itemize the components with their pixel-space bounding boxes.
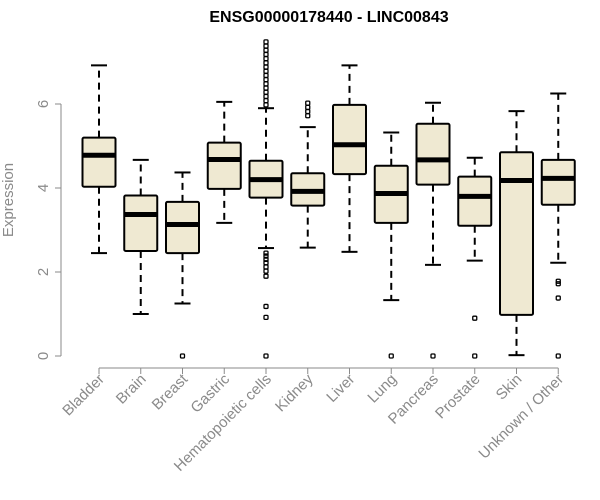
- x-tick-label: Bladder: [59, 371, 108, 420]
- outlier-point: [263, 85, 269, 91]
- x-tick-label: Prostate: [432, 371, 484, 423]
- outlier-point: [263, 81, 269, 87]
- outlier-point: [263, 264, 269, 270]
- box-bladder: [81, 64, 117, 255]
- box-liver: [332, 64, 367, 253]
- box-brain: [123, 158, 159, 315]
- x-tick-label: Liver: [323, 371, 358, 406]
- outlier-point: [263, 60, 269, 66]
- iqr-box: [81, 136, 117, 188]
- chart-title: ENSG00000178440 - LINC00843: [209, 9, 448, 26]
- box-gastric: [206, 100, 242, 224]
- iqr-box: [165, 200, 200, 255]
- outlier-point: [263, 102, 269, 108]
- outlier-point: [263, 93, 269, 100]
- iqr-box: [415, 122, 451, 186]
- iqr-box: [332, 103, 367, 176]
- outlier-point: [263, 353, 269, 359]
- x-tick-label: Lung: [364, 371, 400, 407]
- outlier-point: [263, 97, 269, 104]
- box-breast: [165, 171, 200, 359]
- y-tick-label: 0: [35, 352, 52, 360]
- box-pancreas: [415, 101, 451, 359]
- outlier-point: [555, 353, 561, 359]
- x-tick-label: Skin: [493, 371, 526, 404]
- outlier-point: [472, 353, 478, 359]
- outlier-point: [555, 295, 561, 301]
- x-tick-label: Breast: [149, 370, 192, 413]
- outlier-point: [263, 55, 269, 62]
- iqr-box: [499, 151, 534, 316]
- outlier-point: [430, 353, 436, 359]
- outlier-point: [263, 303, 269, 310]
- iqr-box: [123, 194, 159, 252]
- outlier-point: [555, 278, 561, 284]
- outlier-point: [305, 100, 311, 106]
- outlier-point: [305, 104, 311, 111]
- outlier-point: [305, 113, 311, 119]
- outlier-point: [263, 253, 269, 259]
- outlier-point: [263, 273, 269, 279]
- outlier-point: [263, 89, 269, 95]
- outlier-point: [305, 108, 311, 115]
- iqr-box: [540, 158, 576, 206]
- outlier-point: [263, 68, 269, 74]
- outlier-point: [263, 51, 269, 58]
- outlier-point: [263, 64, 269, 70]
- outlier-point: [263, 268, 269, 274]
- y-axis: 0 2 4 6: [35, 100, 62, 360]
- outlier-point: [388, 353, 394, 359]
- outlier-point: [263, 43, 269, 49]
- outlier-point: [263, 47, 269, 53]
- outlier-point: [263, 76, 269, 83]
- outlier-point: [179, 353, 186, 359]
- outlier-point: [263, 314, 269, 321]
- outlier-point: [263, 39, 269, 45]
- iqr-box: [457, 175, 493, 227]
- box-unknown-other: [540, 92, 576, 359]
- iqr-box: [206, 141, 242, 190]
- box-kidney: [290, 100, 326, 249]
- box-skin: [499, 110, 534, 357]
- y-axis-label: Expression: [0, 163, 17, 237]
- y-tick-label: 4: [35, 184, 52, 192]
- outlier-point: [263, 250, 269, 256]
- box-hematopoietic-cells: [248, 39, 284, 359]
- box-prostate: [457, 156, 493, 359]
- outlier-point: [555, 281, 561, 287]
- box-lung: [373, 131, 409, 359]
- x-tick-label: Brain: [113, 371, 150, 408]
- outlier-point: [263, 72, 269, 79]
- boxes-group: [81, 39, 576, 359]
- y-tick-label: 2: [35, 268, 52, 276]
- y-tick-label: 6: [35, 100, 52, 108]
- outlier-point: [472, 315, 478, 321]
- x-tick-label: Kidney: [272, 370, 317, 415]
